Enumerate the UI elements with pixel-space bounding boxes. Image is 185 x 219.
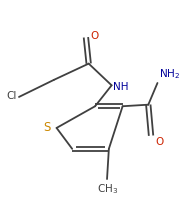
Text: NH$_2$: NH$_2$ [159,67,180,81]
Text: O: O [90,32,98,41]
Text: CH$_3$: CH$_3$ [97,182,118,196]
Text: NH: NH [113,82,129,92]
Text: S: S [43,121,51,134]
Text: Cl: Cl [6,91,16,101]
Text: O: O [155,137,164,147]
